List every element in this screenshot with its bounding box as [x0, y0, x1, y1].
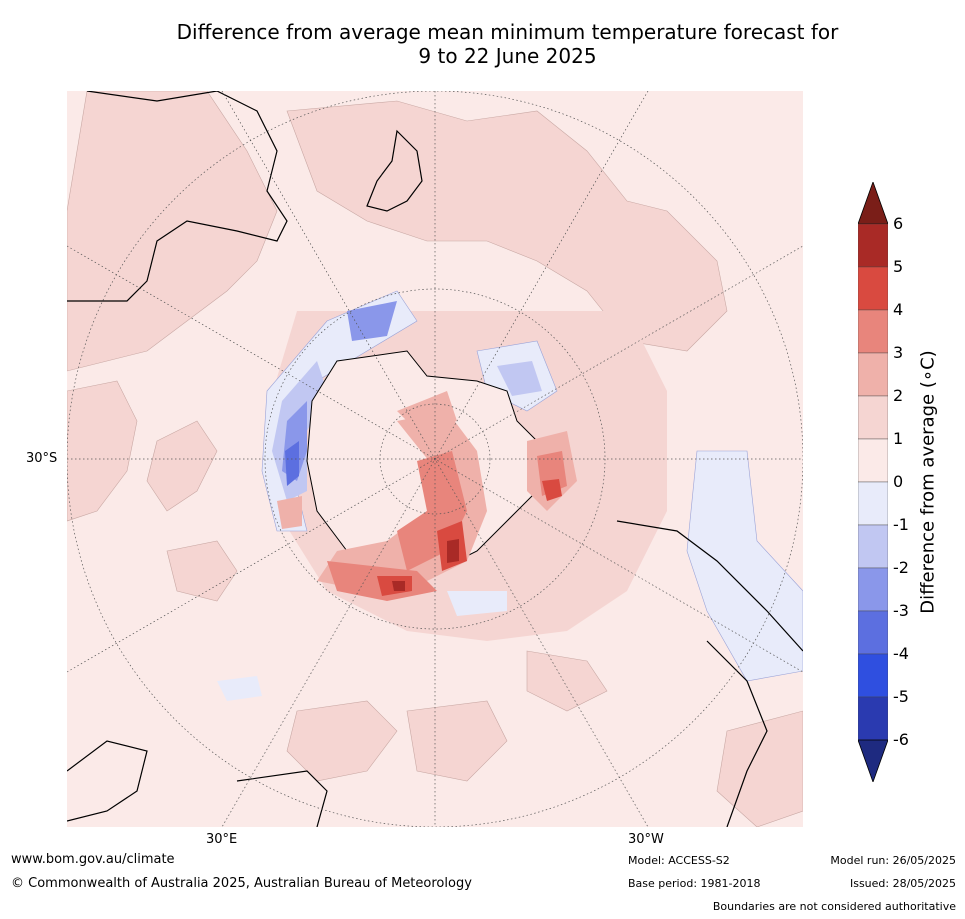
footer-issued: Issued: 28/05/2025 — [849, 877, 956, 890]
footer-website: www.bom.gov.au/climate — [11, 852, 175, 867]
map-panel — [67, 91, 803, 827]
anomaly-positive-core — [277, 391, 577, 601]
colorbar-tick-label: 4 — [893, 300, 904, 319]
footer-base-period: Base period: 1981-2018 — [628, 877, 761, 890]
colorbar-tick-label: 3 — [893, 343, 904, 362]
colorbar-tick-label: 2 — [893, 386, 904, 405]
colorbar-tick-label: 1 — [893, 429, 904, 448]
colorbar-segment — [858, 438, 888, 483]
colorbar-segment — [858, 309, 888, 354]
colorbar-segment — [858, 653, 888, 698]
colorbar-segment — [858, 567, 888, 612]
lat-label-30s: 30°S — [26, 451, 58, 466]
colorbar — [858, 182, 888, 782]
colorbar-tick-label: -4 — [893, 644, 909, 663]
footer-disclaimer: Boundaries are not considered authoritat… — [712, 900, 956, 913]
title-line-1: Difference from average mean minimum tem… — [176, 20, 839, 44]
colorbar-segment — [858, 266, 888, 311]
colorbar-extend-bottom — [858, 739, 888, 782]
footer-model: Model: ACCESS-S2 — [628, 854, 730, 867]
colorbar-tick-label: 5 — [893, 257, 904, 276]
map-title: Difference from average mean minimum tem… — [0, 20, 965, 68]
colorbar-segments — [858, 182, 888, 782]
footer-copyright: © Commonwealth of Australia 2025, Austra… — [11, 876, 472, 891]
colorbar-segment — [858, 481, 888, 526]
colorbar-extend-top — [858, 182, 888, 225]
title-line-2: 9 to 22 June 2025 — [418, 44, 597, 68]
colorbar-tick-label: -6 — [893, 730, 909, 749]
colorbar-tick-label: -5 — [893, 687, 909, 706]
colorbar-segment — [858, 610, 888, 655]
colorbar-segment — [858, 696, 888, 741]
colorbar-segment — [858, 223, 888, 268]
colorbar-tick-label: 0 — [893, 472, 904, 491]
colorbar-tick-label: -1 — [893, 515, 909, 534]
footer-model-run: Model run: 26/05/2025 — [830, 854, 956, 867]
anomaly-negative-ring — [217, 290, 803, 701]
colorbar-title: Difference from average (∘C) — [917, 350, 939, 614]
graticule — [67, 91, 803, 827]
polar-map — [67, 91, 803, 827]
colorbar-tick-label: -3 — [893, 601, 909, 620]
colorbar-tick-label: 6 — [893, 214, 904, 233]
colorbar-tick-label: -2 — [893, 558, 909, 577]
lon-label-30w: 30°W — [628, 832, 664, 847]
colorbar-segment — [858, 395, 888, 440]
colorbar-segment — [858, 524, 888, 569]
lon-label-30e: 30°E — [206, 832, 238, 847]
colorbar-segment — [858, 352, 888, 397]
